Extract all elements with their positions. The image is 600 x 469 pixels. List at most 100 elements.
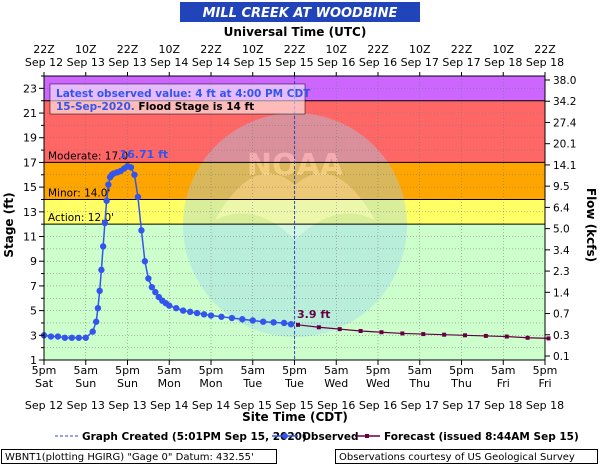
forecast-point bbox=[525, 335, 530, 340]
top-tick-date: Sep 13 bbox=[108, 56, 146, 69]
flow-tick-label: 3.4 bbox=[553, 245, 570, 257]
observed-point bbox=[92, 318, 100, 325]
forecast-point bbox=[295, 322, 300, 327]
observed-point bbox=[186, 308, 194, 316]
observed-point bbox=[218, 313, 225, 320]
observed-point bbox=[101, 219, 109, 227]
x-tick-day: Thu bbox=[408, 377, 430, 390]
observed-point bbox=[89, 328, 96, 335]
y-tick-label: 1 bbox=[30, 354, 37, 367]
x-tick-date: Sep 15 bbox=[234, 399, 272, 412]
top-tick-date: Sep 18 bbox=[484, 56, 522, 69]
flood-band-labels: Action: 12.0' Minor: 14.0' Moderate: 17.0' bbox=[48, 150, 131, 224]
observed-point bbox=[239, 316, 246, 323]
x-tick-day: Fri bbox=[538, 377, 551, 390]
band-label-moderate: Moderate: 17.0' bbox=[48, 150, 131, 162]
x-tick-time: 5am bbox=[241, 364, 265, 377]
band-label-action: Action: 12.0' bbox=[48, 212, 114, 224]
flow-tick-label: 9.5 bbox=[553, 181, 570, 193]
x-tick-time: 5pm bbox=[199, 364, 224, 377]
top-tick-date: Sep 14 bbox=[192, 56, 230, 69]
x-tick-time: 5pm bbox=[282, 364, 307, 377]
observed-point bbox=[179, 307, 187, 314]
top-tick-date: Sep 15 bbox=[275, 56, 313, 69]
observed-point bbox=[152, 288, 159, 296]
x-tick-time: 5pm bbox=[449, 364, 474, 377]
x-tick-day: Sun bbox=[75, 377, 96, 390]
forecast-point bbox=[546, 336, 551, 341]
top-tick-date: Sep 17 bbox=[401, 56, 439, 69]
observed-point bbox=[145, 275, 152, 282]
observed-point bbox=[259, 318, 267, 325]
y-tick-label: 21 bbox=[23, 107, 37, 120]
x-tick-date: Sep 18 bbox=[526, 399, 564, 412]
forecast-point bbox=[337, 327, 342, 332]
forecast-point bbox=[483, 333, 488, 338]
x-tick-date: Sep 17 bbox=[442, 399, 480, 412]
observed-point bbox=[47, 333, 55, 340]
top-tick-time: 22Z bbox=[200, 43, 222, 56]
x-tick-date: Sep 12 bbox=[25, 399, 63, 412]
observed-point bbox=[82, 334, 89, 341]
top-tick-time: 10Z bbox=[492, 43, 514, 56]
observed-point bbox=[148, 283, 156, 291]
top-tick-time: 10Z bbox=[325, 43, 347, 56]
top-tick-date: Sep 15 bbox=[234, 56, 272, 69]
y-tick-label: 11 bbox=[23, 231, 37, 244]
observed-point bbox=[200, 311, 208, 318]
x-tick-date: Sep 17 bbox=[401, 399, 439, 412]
top-tick-time: 22Z bbox=[284, 43, 306, 56]
legend: Graph Created (5:01PM Sep 15, 2020) Obse… bbox=[55, 431, 579, 443]
x-tick-date: Sep 13 bbox=[108, 399, 146, 412]
info-box-bg bbox=[49, 83, 306, 115]
flow-tick-label: 5.0 bbox=[553, 224, 570, 236]
top-tick-date: Sep 14 bbox=[150, 56, 188, 69]
latest-value-box: Latest observed value: 4 ft at 4:00 PM C… bbox=[49, 83, 311, 115]
y-tick-label: 23 bbox=[23, 82, 37, 95]
forecast-point bbox=[421, 332, 426, 337]
x-tick-day: Mon bbox=[158, 377, 181, 390]
y-tick-label: 13 bbox=[23, 206, 37, 219]
observed-point bbox=[270, 319, 277, 326]
legend-forecast-label: Forecast (issued 8:44AM Sep 15) bbox=[384, 431, 579, 443]
observed-point bbox=[280, 319, 288, 327]
y-tick-label: 15 bbox=[23, 181, 37, 194]
x-tick-day: Sat bbox=[35, 377, 54, 390]
x-tick-day: Wed bbox=[324, 377, 348, 390]
y-tick-label: 9 bbox=[30, 255, 37, 268]
x-tick-time: 5am bbox=[491, 364, 515, 377]
band-label-minor: Minor: 14.0' bbox=[48, 187, 110, 199]
x-tick-date: Sep 16 bbox=[359, 399, 397, 412]
info-box-line2: 15-Sep-2020. Flood Stage is 14 ft bbox=[56, 101, 254, 113]
x-tick-time: 5am bbox=[74, 364, 98, 377]
info-box-flood-stage: Flood Stage is 14 ft bbox=[135, 101, 254, 113]
top-tick-time: 22Z bbox=[367, 43, 389, 56]
x-tick-date: Sep 15 bbox=[275, 399, 313, 412]
x-tick-date: Sep 16 bbox=[317, 399, 355, 412]
flow-tick-label: 2.3 bbox=[553, 266, 570, 278]
top-tick-date: Sep 17 bbox=[442, 56, 480, 69]
observed-point bbox=[61, 334, 69, 341]
flow-tick-label: 1.4 bbox=[553, 287, 570, 299]
x-tick-date: Sep 14 bbox=[150, 399, 188, 412]
observed-point bbox=[127, 164, 135, 171]
x-tick-day: Sun bbox=[117, 377, 138, 390]
x-tick-date: Sep 14 bbox=[192, 399, 230, 412]
legend-observed-marker bbox=[282, 433, 288, 439]
peak-label: 16.71 ft bbox=[120, 148, 169, 161]
legend-observed-label: Observed bbox=[302, 431, 358, 443]
x-tick-time: 5pm bbox=[32, 364, 57, 377]
observed-point bbox=[131, 171, 138, 178]
y-tick-label: 7 bbox=[30, 280, 37, 293]
x-tick-time: 5pm bbox=[533, 364, 558, 377]
forecast-point bbox=[379, 330, 384, 335]
x-axis-title: Site Time (CDT) bbox=[242, 410, 348, 424]
top-tick-time: 22Z bbox=[534, 43, 556, 56]
forecast-point bbox=[462, 333, 467, 338]
observed-point bbox=[207, 312, 215, 319]
noaa-logo-circle bbox=[183, 113, 407, 337]
observed-point bbox=[249, 317, 256, 324]
observed-point bbox=[105, 181, 112, 188]
top-tick-time: 10Z bbox=[158, 43, 180, 56]
